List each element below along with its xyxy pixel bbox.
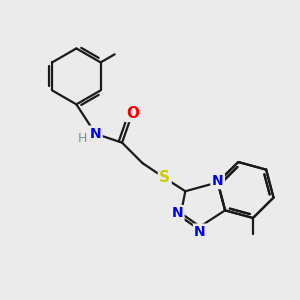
Text: N: N (212, 174, 224, 188)
Text: N: N (194, 225, 206, 239)
Text: N: N (212, 172, 224, 186)
Text: H: H (78, 132, 88, 145)
Text: S: S (159, 170, 170, 185)
Text: N: N (172, 206, 183, 220)
Text: N: N (90, 127, 101, 141)
Text: O: O (126, 106, 139, 121)
